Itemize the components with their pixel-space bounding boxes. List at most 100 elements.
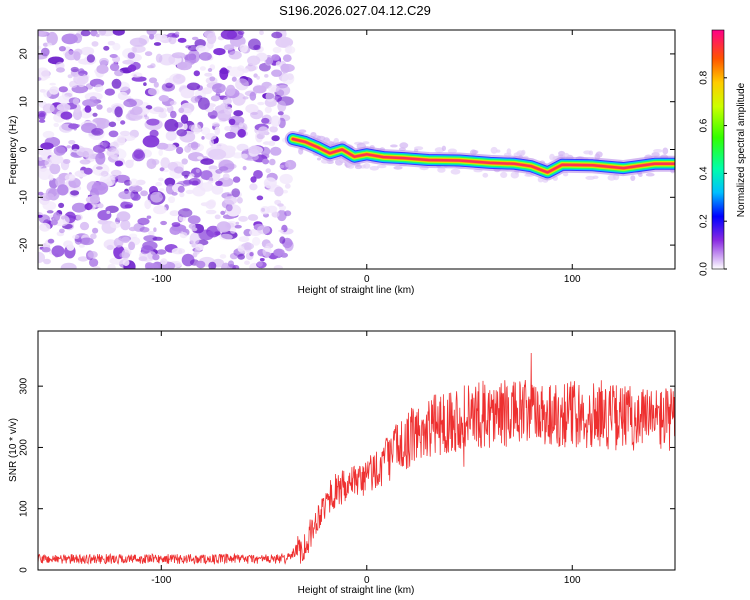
heatmap-noise-blob xyxy=(225,203,233,212)
heatmap-noise-blob xyxy=(275,84,291,97)
heatmap-noise-blob xyxy=(158,112,167,119)
heatmap-noise-blob xyxy=(226,30,244,40)
spectrogram-ytick-label: 10 xyxy=(19,96,30,108)
heatmap-noise-blob xyxy=(46,31,58,46)
snr-xtick-label: 0 xyxy=(364,575,370,586)
heatmap-noise-blob xyxy=(106,147,119,158)
heatmap-noise-blob xyxy=(249,91,257,101)
heatmap-noise-blob xyxy=(108,121,117,128)
heatmap-noise-blob xyxy=(147,30,157,35)
spectrogram-ridge xyxy=(284,129,675,183)
heatmap-noise-blob xyxy=(109,141,120,149)
heatmap-noise-blob xyxy=(49,154,64,165)
heatmap-noise-blob xyxy=(147,263,159,269)
heatmap-noise-blob xyxy=(91,181,109,195)
heatmap-noise-blob xyxy=(96,64,109,74)
heatmap-noise-blob xyxy=(188,173,195,178)
heatmap-ridge-band xyxy=(291,137,675,174)
heatmap-noise-blob xyxy=(260,206,271,215)
snr-ytick-label: 300 xyxy=(19,377,30,394)
heatmap-noise-blob xyxy=(247,214,259,221)
heatmap-noise-blob xyxy=(280,38,290,48)
heatmap-noise-blob xyxy=(205,133,217,140)
heatmap-noise-blob xyxy=(73,73,89,85)
heatmap-noise-blob xyxy=(208,148,227,160)
heatmap-noise-blob xyxy=(190,123,202,135)
heatmap-noise-blob xyxy=(106,176,115,186)
heatmap-ridge-halo xyxy=(500,171,508,178)
heatmap-noise-blob xyxy=(178,107,185,114)
heatmap-noise-blob xyxy=(68,140,76,145)
heatmap-noise-blob xyxy=(248,145,263,155)
colorbar: 0.0 0.2 0.4 0.6 0.8 Normalized spectral ampl… xyxy=(699,29,747,276)
heatmap-noise-blob xyxy=(73,51,81,61)
heatmap-noise-blob xyxy=(119,130,131,136)
heatmap-ridge-halo xyxy=(390,144,398,148)
heatmap-ridge-halo xyxy=(482,172,489,178)
heatmap-noise-blob xyxy=(164,177,176,187)
spectrogram-xtick-label: -100 xyxy=(151,274,171,285)
heatmap-noise-blob xyxy=(237,245,245,252)
heatmap-noise-blob xyxy=(238,122,244,128)
heatmap-noise-blob xyxy=(277,203,284,207)
heatmap-noise-blob xyxy=(114,174,130,183)
snr-ytick-label: 100 xyxy=(19,500,30,517)
heatmap-ridge-halo xyxy=(434,147,445,153)
heatmap-noise-blob xyxy=(176,129,187,137)
heatmap-ridge-halo xyxy=(393,165,403,170)
heatmap-noise-blob xyxy=(174,31,180,36)
heatmap-noise-blob xyxy=(50,219,58,226)
heatmap-noise-blob xyxy=(160,157,170,169)
heatmap-noise-blob xyxy=(64,173,76,182)
snr-xtick-label: 100 xyxy=(564,575,581,586)
heatmap-noise-blob xyxy=(91,41,99,47)
heatmap-noise-blob xyxy=(43,89,52,98)
heatmap-noise-blob xyxy=(168,35,177,45)
heatmap-noise-blob xyxy=(45,193,55,201)
heatmap-noise-blob xyxy=(61,33,78,45)
heatmap-ridge-halo xyxy=(369,166,379,171)
colorbar-bar xyxy=(711,29,725,270)
heatmap-noise-blob xyxy=(120,219,131,231)
heatmap-noise-blob xyxy=(131,106,143,115)
heatmap-noise-blob xyxy=(180,88,195,99)
heatmap-noise-blob xyxy=(176,162,183,166)
heatmap-noise-blob xyxy=(212,122,220,127)
heatmap-noise-blob xyxy=(116,135,126,146)
heatmap-ridge-halo xyxy=(592,175,599,179)
heatmap-noise-blob xyxy=(207,68,213,72)
heatmap-noise-blob xyxy=(123,99,137,108)
heatmap-noise-blob xyxy=(177,185,185,193)
heatmap-noise-blob xyxy=(176,61,192,71)
heatmap-noise-blob xyxy=(237,65,245,72)
heatmap-noise-blob xyxy=(57,184,69,196)
heatmap-noise-blob xyxy=(199,52,212,61)
heatmap-noise-blob xyxy=(129,178,139,187)
heatmap-noise-blob xyxy=(194,96,199,102)
heatmap-noise-blob xyxy=(128,241,136,251)
heatmap-noise-blob xyxy=(158,149,163,157)
heatmap-noise-blob xyxy=(113,237,124,248)
spectrogram-xtick-label: 0 xyxy=(364,274,370,285)
heatmap-noise-blob xyxy=(179,232,188,239)
heatmap-ridge-halo xyxy=(376,164,387,169)
snr-ytick-label: 200 xyxy=(19,439,30,456)
heatmap-ridge-halo xyxy=(399,142,409,149)
heatmap-ridge-halo xyxy=(595,151,603,158)
heatmap-noise-blob xyxy=(158,95,170,102)
heatmap-noise-blob xyxy=(223,106,233,115)
heatmap-noise-blob xyxy=(232,264,240,269)
heatmap-noise-blob xyxy=(60,111,73,120)
heatmap-noise-blob xyxy=(89,258,99,267)
heatmap-noise-blob xyxy=(219,254,227,259)
heatmap-noise-blob xyxy=(210,95,220,102)
heatmap-noise-blob xyxy=(62,159,71,164)
heatmap-ridge-halo xyxy=(328,141,335,145)
heatmap-noise-blob xyxy=(129,37,147,47)
heatmap-noise-blob xyxy=(187,44,199,52)
heatmap-noise-blob xyxy=(216,221,231,233)
heatmap-noise-blob xyxy=(207,110,218,119)
heatmap-noise-blob xyxy=(82,99,99,108)
heatmap-noise-blob xyxy=(42,42,49,47)
